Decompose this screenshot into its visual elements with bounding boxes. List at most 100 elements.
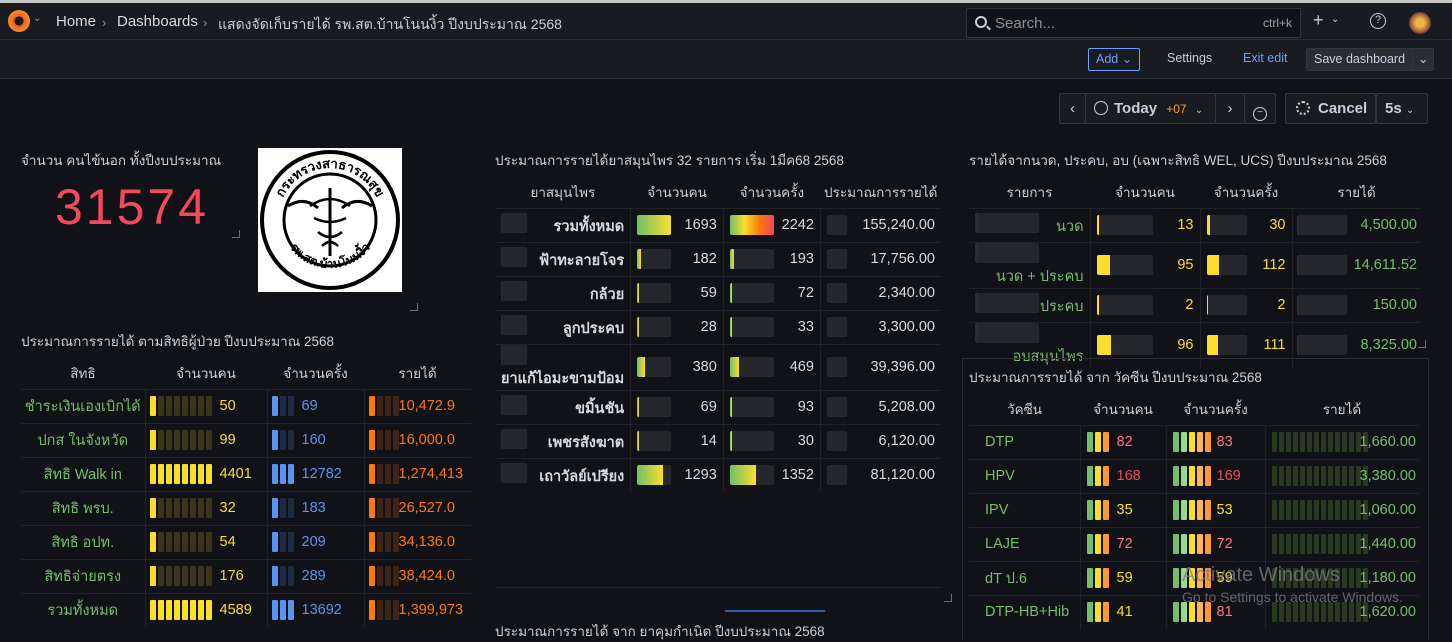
led-gauge-segment bbox=[1348, 568, 1354, 588]
add-button[interactable]: Add ⌄ bbox=[1088, 48, 1141, 71]
cell-value: 1693 bbox=[684, 217, 717, 233]
led-gauge-segment bbox=[1320, 500, 1326, 520]
col-header[interactable]: จำนวนคน bbox=[176, 365, 236, 381]
breadcrumb-home[interactable]: Home bbox=[56, 13, 97, 30]
resize-handle-icon[interactable] bbox=[1418, 340, 1426, 348]
chevron-down-icon[interactable]: ⌄ bbox=[33, 13, 42, 24]
table-row[interactable]: สิทธิจ่ายตรง 176 289 38,424.0 bbox=[21, 558, 471, 593]
led-gauge-segment bbox=[1306, 534, 1312, 554]
table-row[interactable]: นวด 13 30 4,500.00 bbox=[969, 207, 1421, 242]
panel-title-herbs[interactable]: ประมาณการรายได้ยาสมุนไพร 32 รายการ เริ่ม… bbox=[495, 153, 844, 168]
table-row[interactable]: ฟ้าทะลายโจร 182 193 17,756.00 bbox=[495, 241, 941, 276]
resize-handle-icon[interactable] bbox=[232, 230, 240, 238]
led-gauge-segment bbox=[149, 498, 156, 518]
led-gauge-segment bbox=[392, 532, 399, 552]
col-header[interactable]: สิทธิ bbox=[70, 365, 96, 381]
search-input[interactable]: Search... ctrl+k bbox=[966, 8, 1301, 38]
col-header[interactable]: จำนวนคน bbox=[1093, 401, 1153, 417]
col-header[interactable]: ประมาณการรายได้ bbox=[824, 184, 938, 200]
table-row[interactable]: รวมทั้งหมด 1693 2242 155,240.00 bbox=[495, 207, 941, 242]
table-row[interactable]: DTP-HB+Hib 41 81 1,620.00 bbox=[969, 594, 1419, 629]
col-header[interactable]: วัคซีน bbox=[1006, 401, 1042, 417]
col-header[interactable]: รายได้ bbox=[1322, 401, 1362, 417]
zoom-out-button[interactable]: − bbox=[1244, 93, 1276, 124]
resize-handle-icon[interactable] bbox=[944, 594, 952, 602]
table-row[interactable]: สิทธิ อปท. 54 209 34,136.0 bbox=[21, 524, 471, 559]
table-row[interactable]: ยาแก้ไอมะขามป้อม 380 469 39,396.00 bbox=[495, 343, 941, 390]
panel-title-massage[interactable]: รายได้จากนวด, ประคบ, อบ (เฉพาะสิทธิ WEL,… bbox=[969, 153, 1387, 168]
time-range-picker[interactable]: Today +07 ⌄ bbox=[1085, 93, 1216, 124]
bar-gauge bbox=[1096, 335, 1153, 355]
led-gauge-segment bbox=[1299, 500, 1305, 520]
table-row[interactable]: ชำระเงินเองเบิกได้ 50 69 10,472.9 bbox=[21, 388, 471, 423]
table-cell: 33 bbox=[722, 309, 821, 344]
led-gauge-segment bbox=[392, 396, 399, 416]
table-row[interactable]: สิทธิ พรบ. 32 183 26,527.0 bbox=[21, 490, 471, 525]
breadcrumb-dashboard-title[interactable]: แสดงจัดเก็บรายได้ รพ.สต.บ้านโนนงิ้ว ปีงบ… bbox=[218, 16, 562, 32]
col-header[interactable]: ยาสมุนไพร bbox=[530, 184, 596, 200]
plus-icon[interactable]: + bbox=[1313, 10, 1324, 30]
help-icon[interactable]: ? bbox=[1370, 13, 1386, 29]
col-header[interactable]: รายได้ bbox=[1337, 184, 1376, 200]
col-header[interactable]: รายการ bbox=[1006, 184, 1053, 200]
table-row[interactable]: สิทธิ Walk in 4401 12782 1,274,413 bbox=[21, 456, 471, 491]
col-header[interactable]: จำนวนคน bbox=[1115, 184, 1175, 200]
table-row[interactable]: ลูกประคบ 28 33 3,300.00 bbox=[495, 309, 941, 344]
panel-title-vaccine[interactable]: ประมาณการรายได้ จาก วัคซีน ปีงบประมาณ 25… bbox=[969, 370, 1262, 385]
led-gauge-segment bbox=[1285, 466, 1291, 486]
refresh-interval-picker[interactable]: 5s ⌄ bbox=[1376, 93, 1428, 124]
table-row[interactable]: HPV 168 169 3,380.00 bbox=[969, 458, 1419, 493]
exit-edit-button[interactable]: Exit edit bbox=[1243, 51, 1288, 65]
table-row[interactable]: นวด + ประคบ 95 112 14,611.52 bbox=[969, 241, 1421, 288]
bar-gauge bbox=[729, 283, 774, 303]
table-row[interactable]: dT ป.6 59 59 1,180.00 bbox=[969, 560, 1419, 595]
col-header[interactable]: จำนวนครั้ง bbox=[283, 365, 348, 381]
table-row[interactable]: ปกส ในจังหวัด 99 160 16,000.0 bbox=[21, 422, 471, 457]
user-avatar[interactable] bbox=[1409, 12, 1431, 34]
panel-title-rights[interactable]: ประมาณการรายได้ ตามสิทธิผู้ป่วย ปีงบประม… bbox=[21, 334, 335, 349]
time-forward-button[interactable]: › bbox=[1215, 93, 1245, 124]
table-cell: 289 bbox=[266, 558, 364, 593]
col-header[interactable]: รายได้ bbox=[398, 365, 437, 381]
rights-table: สิทธิ จำนวนคน จำนวนครั้ง รายได้ ชำระเงิน… bbox=[21, 357, 471, 627]
col-header[interactable]: จำนวนครั้ง bbox=[739, 184, 805, 200]
breadcrumb-dashboards[interactable]: Dashboards bbox=[117, 13, 198, 30]
save-dashboard-button[interactable]: Save dashboard bbox=[1306, 48, 1414, 71]
table-row[interactable]: กล้วย 59 72 2,340.00 bbox=[495, 275, 941, 310]
save-options-chevron-icon[interactable]: ⌄ bbox=[1412, 48, 1435, 71]
settings-button[interactable]: Settings bbox=[1167, 51, 1213, 65]
led-gauge-segment bbox=[1327, 534, 1333, 554]
col-header[interactable]: จำนวนครั้ง bbox=[1213, 184, 1279, 200]
led-gauge-segment bbox=[1341, 534, 1347, 554]
col-header[interactable]: จำนวนคน bbox=[647, 184, 707, 200]
led-gauge-segment bbox=[1306, 500, 1312, 520]
led-gauge-segment bbox=[1285, 568, 1291, 588]
table-row[interactable]: IPV 35 53 1,060.00 bbox=[969, 492, 1419, 527]
panel-title-patients[interactable]: จำนวน คนไข้นอก ทั้งปีงบประมาณ bbox=[21, 153, 222, 168]
resize-handle-icon[interactable] bbox=[410, 303, 418, 311]
led-gauge-segment bbox=[1271, 568, 1277, 588]
led-gauge-segment bbox=[1094, 500, 1101, 520]
cell-value: 93 bbox=[797, 399, 814, 415]
col-header[interactable]: จำนวนครั้ง bbox=[1183, 401, 1248, 417]
table-row[interactable]: ขมิ้นชัน 69 93 5,208.00 bbox=[495, 389, 941, 424]
led-gauge-segment bbox=[205, 498, 212, 518]
cancel-refresh-button[interactable]: Cancel bbox=[1285, 93, 1376, 124]
table-row[interactable]: รวมทั้งหมด 4589 13692 1,399,973 bbox=[21, 592, 471, 627]
grafana-logo-icon[interactable] bbox=[8, 10, 30, 32]
table-row[interactable]: เถาวัลย์เปรียง 1293 1352 81,120.00 bbox=[495, 457, 941, 492]
top-navbar: ⌄ Home › Dashboards › แสดงจัดเก็บรายได้ … bbox=[0, 0, 1452, 40]
cell-value: dT ป.6 bbox=[985, 570, 1027, 587]
chevron-down-icon[interactable]: ⌄ bbox=[1331, 14, 1340, 25]
table-row[interactable]: ประคบ 2 2 150.00 bbox=[969, 287, 1421, 322]
table-row[interactable]: อบสมุนไพร 96 111 8,325.00 bbox=[969, 321, 1421, 368]
panel-title-birth-control[interactable]: ประมาณการรายได้ จาก ยาคุมกำเนิด ปีงบประม… bbox=[495, 624, 825, 639]
table-row[interactable]: LAJE 72 72 1,440.00 bbox=[969, 526, 1419, 561]
time-back-button[interactable]: ‹ bbox=[1059, 93, 1086, 124]
led-gauge-segment bbox=[1292, 432, 1298, 452]
cell-value: 1,440.00 bbox=[1359, 535, 1416, 552]
table-row[interactable]: DTP 82 83 1,660.00 bbox=[969, 424, 1419, 459]
table-row[interactable]: เพชรสังฆาต 14 30 6,120.00 bbox=[495, 423, 941, 458]
bar-gauge bbox=[975, 212, 1039, 233]
bar-gauge bbox=[826, 431, 847, 451]
